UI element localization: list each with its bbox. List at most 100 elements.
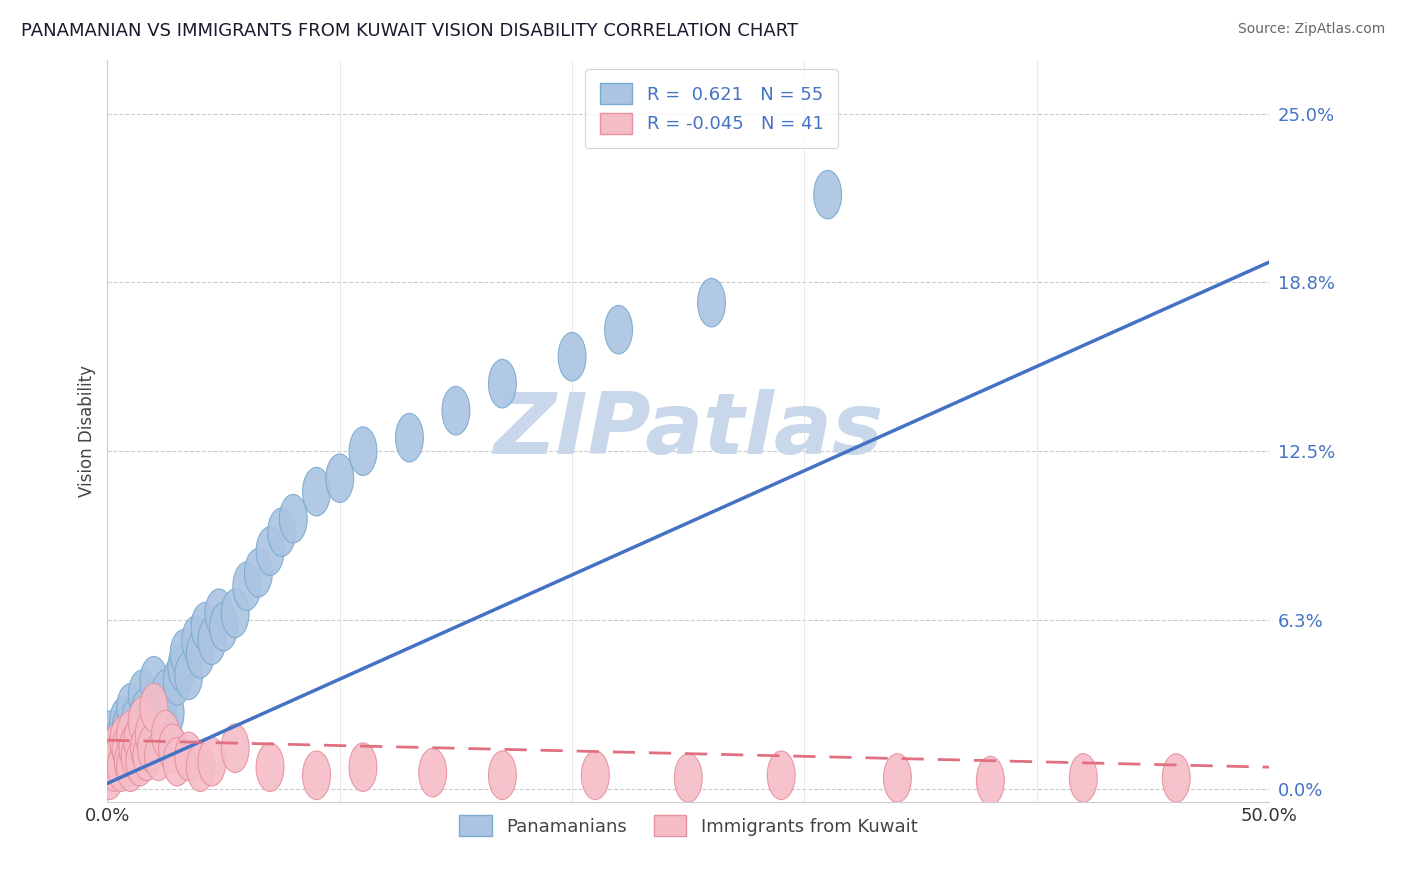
Ellipse shape (127, 724, 153, 772)
Ellipse shape (117, 683, 145, 732)
Ellipse shape (675, 754, 702, 802)
Ellipse shape (326, 454, 354, 502)
Ellipse shape (114, 724, 142, 772)
Ellipse shape (138, 697, 166, 746)
Ellipse shape (697, 278, 725, 327)
Ellipse shape (267, 508, 295, 557)
Ellipse shape (124, 716, 152, 764)
Ellipse shape (96, 751, 124, 799)
Ellipse shape (163, 738, 191, 786)
Ellipse shape (153, 710, 181, 759)
Legend: Panamanians, Immigrants from Kuwait: Panamanians, Immigrants from Kuwait (450, 806, 927, 846)
Ellipse shape (883, 754, 911, 802)
Ellipse shape (768, 751, 796, 799)
Text: Source: ZipAtlas.com: Source: ZipAtlas.com (1237, 22, 1385, 37)
Ellipse shape (558, 333, 586, 381)
Ellipse shape (256, 527, 284, 575)
Ellipse shape (128, 697, 156, 746)
Ellipse shape (152, 710, 180, 759)
Ellipse shape (100, 724, 128, 772)
Ellipse shape (114, 738, 142, 786)
Ellipse shape (159, 724, 187, 772)
Ellipse shape (141, 683, 167, 732)
Ellipse shape (141, 657, 167, 705)
Ellipse shape (976, 756, 1004, 805)
Ellipse shape (156, 689, 184, 738)
Ellipse shape (117, 738, 145, 786)
Ellipse shape (110, 697, 138, 746)
Ellipse shape (131, 689, 159, 738)
Ellipse shape (121, 732, 149, 780)
Ellipse shape (174, 651, 202, 699)
Ellipse shape (209, 602, 238, 651)
Ellipse shape (582, 751, 609, 799)
Ellipse shape (221, 589, 249, 638)
Ellipse shape (233, 562, 260, 610)
Ellipse shape (134, 710, 160, 759)
Ellipse shape (120, 724, 146, 772)
Ellipse shape (488, 359, 516, 408)
Ellipse shape (149, 697, 177, 746)
Ellipse shape (221, 724, 249, 772)
Ellipse shape (128, 732, 156, 780)
Ellipse shape (441, 386, 470, 435)
Ellipse shape (349, 743, 377, 791)
Ellipse shape (105, 732, 134, 780)
Text: ZIPatlas: ZIPatlas (494, 390, 883, 473)
Ellipse shape (103, 724, 131, 772)
Ellipse shape (120, 716, 146, 764)
Y-axis label: Vision Disability: Vision Disability (79, 365, 96, 497)
Ellipse shape (131, 724, 159, 772)
Ellipse shape (187, 743, 214, 791)
Ellipse shape (152, 670, 180, 719)
Ellipse shape (159, 724, 187, 772)
Ellipse shape (112, 705, 141, 754)
Ellipse shape (419, 748, 447, 797)
Ellipse shape (127, 738, 153, 786)
Ellipse shape (98, 710, 127, 759)
Ellipse shape (167, 643, 195, 691)
Ellipse shape (135, 710, 163, 759)
Ellipse shape (117, 710, 145, 759)
Ellipse shape (488, 751, 516, 799)
Text: PANAMANIAN VS IMMIGRANTS FROM KUWAIT VISION DISABILITY CORRELATION CHART: PANAMANIAN VS IMMIGRANTS FROM KUWAIT VIS… (21, 22, 799, 40)
Ellipse shape (245, 549, 273, 597)
Ellipse shape (605, 305, 633, 354)
Ellipse shape (256, 743, 284, 791)
Ellipse shape (349, 427, 377, 475)
Ellipse shape (121, 697, 149, 746)
Ellipse shape (174, 732, 202, 780)
Ellipse shape (1070, 754, 1097, 802)
Ellipse shape (110, 716, 138, 764)
Ellipse shape (302, 467, 330, 516)
Ellipse shape (280, 494, 307, 543)
Ellipse shape (124, 710, 152, 759)
Ellipse shape (198, 616, 226, 665)
Ellipse shape (814, 170, 842, 219)
Ellipse shape (135, 724, 163, 772)
Ellipse shape (100, 743, 128, 791)
Ellipse shape (98, 738, 127, 786)
Ellipse shape (1163, 754, 1189, 802)
Ellipse shape (187, 630, 214, 678)
Ellipse shape (170, 630, 198, 678)
Ellipse shape (302, 751, 330, 799)
Ellipse shape (142, 705, 170, 754)
Ellipse shape (191, 602, 219, 651)
Ellipse shape (146, 716, 174, 764)
Ellipse shape (198, 738, 226, 786)
Ellipse shape (205, 589, 233, 638)
Ellipse shape (128, 670, 156, 719)
Ellipse shape (181, 616, 209, 665)
Ellipse shape (145, 732, 173, 780)
Ellipse shape (163, 657, 191, 705)
Ellipse shape (107, 743, 135, 791)
Ellipse shape (138, 724, 166, 772)
Ellipse shape (112, 724, 141, 772)
Ellipse shape (105, 716, 134, 764)
Ellipse shape (145, 683, 173, 732)
Ellipse shape (395, 413, 423, 462)
Ellipse shape (117, 743, 145, 791)
Ellipse shape (134, 732, 160, 780)
Ellipse shape (103, 732, 131, 780)
